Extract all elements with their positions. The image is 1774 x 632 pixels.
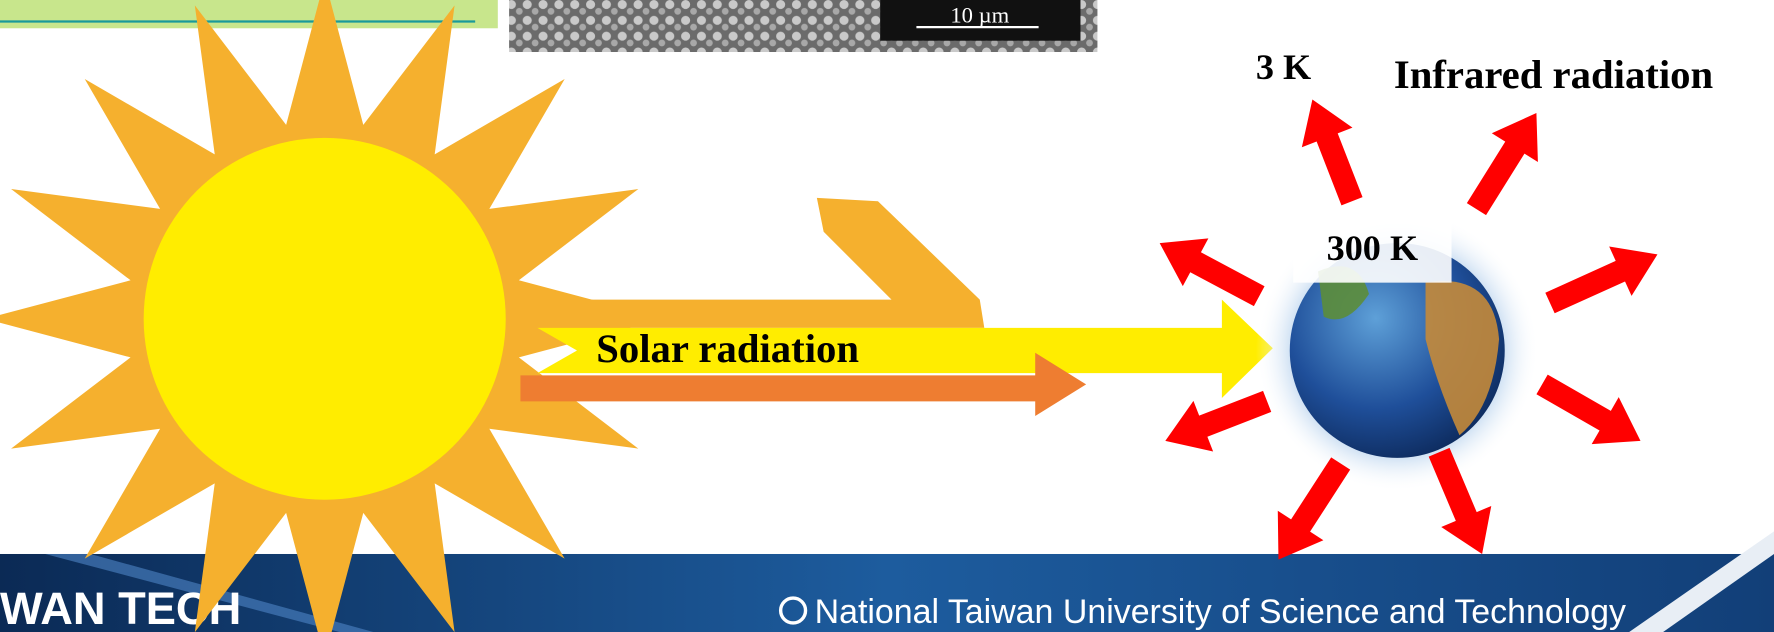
sun: [143, 137, 506, 500]
infrared-arrow: [1545, 246, 1658, 314]
infrared-arrow: [1536, 374, 1641, 445]
earth-temp-box: [1293, 212, 1452, 283]
infrared-arrow: [1301, 99, 1363, 206]
space-temp: 3 K: [1256, 47, 1311, 87]
infrared-label: Infrared radiation: [1394, 52, 1714, 97]
scale-bar-label: 10 µm: [950, 3, 1009, 28]
banner-swoosh: [1629, 531, 1774, 632]
footer-university: National Taiwan University of Science an…: [815, 593, 1626, 631]
infrared-arrow: [1428, 447, 1492, 554]
infrared-arrow: [1165, 390, 1272, 452]
reflected-arrow: [531, 197, 985, 328]
continent: [1425, 281, 1500, 436]
solar-arrow: [537, 299, 1273, 398]
infrared-arrow: [1159, 238, 1265, 307]
solar-label: Solar radiation: [596, 326, 859, 371]
header-box: [0, 0, 498, 29]
infrared-arrow: [1277, 457, 1351, 560]
university-icon: [778, 596, 808, 625]
earth-temp: 300 K: [1327, 228, 1419, 268]
infrared-arrow: [1466, 113, 1538, 216]
absorbed-arrow: [520, 352, 1087, 417]
scale-box: [880, 0, 1081, 41]
